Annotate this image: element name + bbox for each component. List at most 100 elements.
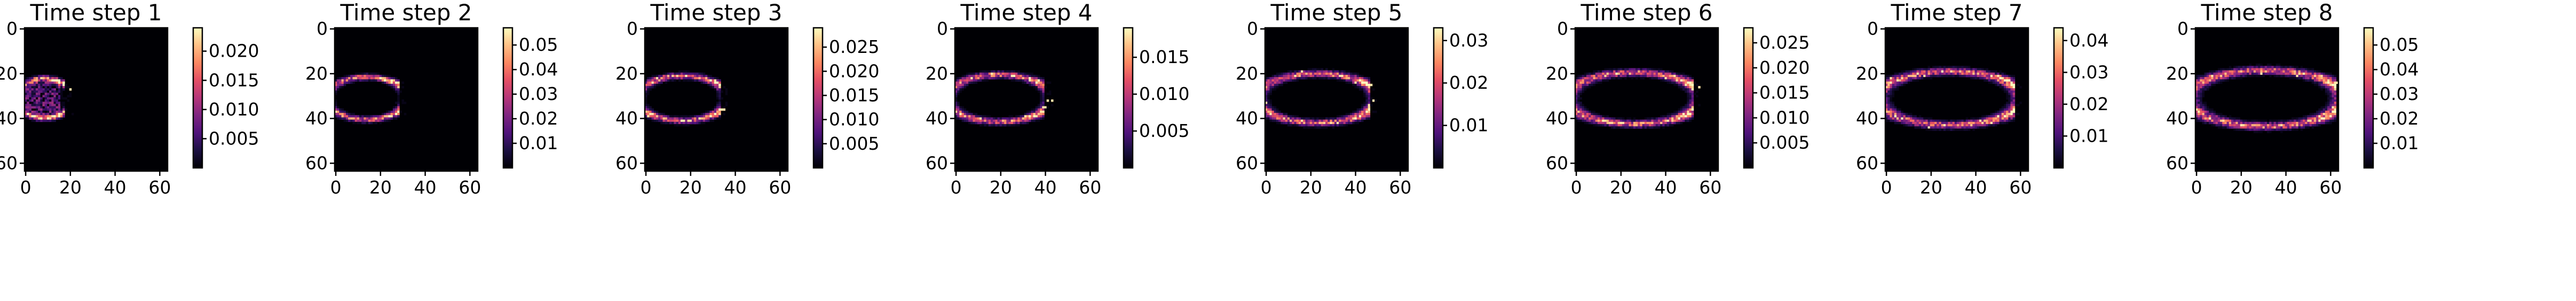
heatmap-cell xyxy=(2222,124,2225,127)
heatmap-cell xyxy=(357,117,360,120)
heatmap-cell xyxy=(392,106,396,109)
heatmap-cell xyxy=(2229,117,2232,120)
heatmap-cell xyxy=(1035,110,1038,113)
heatmap-cell xyxy=(56,108,59,111)
heatmap-cell xyxy=(1004,72,1007,75)
heatmap-cell xyxy=(44,88,48,91)
heatmap-cell xyxy=(2215,117,2218,120)
heatmap-cell xyxy=(991,72,993,75)
heatmap-cell xyxy=(2322,106,2326,109)
heatmap-cell xyxy=(1918,126,1922,129)
heatmap-cell xyxy=(2231,121,2234,125)
heatmap-cell xyxy=(1584,79,1587,82)
heatmap-cell xyxy=(1988,72,1991,75)
heatmap-cell xyxy=(1967,66,1971,68)
heatmap-cell xyxy=(51,99,54,102)
heatmap-cell xyxy=(1037,77,1040,80)
heatmap-cell xyxy=(1008,121,1011,125)
heatmap-cell xyxy=(1577,86,1580,89)
heatmap-cell xyxy=(1638,74,1640,78)
heatmap-cell xyxy=(384,117,386,120)
heatmap-cell xyxy=(1941,74,1944,78)
x-tick-label: 20 xyxy=(1610,177,1632,198)
heatmap-cell xyxy=(1979,124,1982,127)
heatmap-cell xyxy=(44,86,48,89)
heatmap-cell xyxy=(1622,117,1625,120)
heatmap-cell xyxy=(58,117,61,120)
heatmap-cell xyxy=(2262,70,2265,73)
heatmap-cell xyxy=(1986,70,1988,73)
heatmap-cell xyxy=(31,74,34,78)
heatmap-cell xyxy=(1655,121,1658,125)
heatmap-cell xyxy=(2222,115,2225,118)
heatmap-cell xyxy=(2247,68,2249,71)
heatmap-cell xyxy=(995,74,998,78)
heatmap-cell xyxy=(1963,72,1966,75)
heatmap-cell xyxy=(361,72,364,75)
heatmap-cell xyxy=(1597,81,1600,84)
heatmap-cell xyxy=(1040,115,1042,118)
heatmap-cell xyxy=(2010,83,2013,87)
heatmap-cell xyxy=(716,97,719,100)
heatmap-cell xyxy=(1303,74,1306,78)
heatmap-cell xyxy=(2204,121,2207,125)
heatmap-cell xyxy=(350,115,353,118)
heatmap-cell xyxy=(2325,90,2328,93)
heatmap-cell xyxy=(660,81,663,84)
heatmap-cell xyxy=(1593,113,1595,115)
heatmap-cell xyxy=(1265,113,1268,115)
heatmap-cell xyxy=(2209,119,2211,122)
heatmap-cell xyxy=(1602,117,1605,120)
heatmap-cell xyxy=(2318,72,2321,75)
heatmap-cell xyxy=(1916,117,1919,120)
heatmap-cell xyxy=(1934,66,1937,68)
heatmap-cell xyxy=(2233,124,2236,127)
heatmap-cell xyxy=(29,110,31,113)
heatmap-cell xyxy=(1589,77,1591,80)
heatmap-cell xyxy=(361,79,364,82)
heatmap-cell xyxy=(999,70,1002,73)
heatmap-cell xyxy=(1575,113,1578,115)
heatmap-cell xyxy=(683,70,685,73)
heatmap-cell xyxy=(2238,70,2241,73)
heatmap-cell xyxy=(1337,117,1339,120)
heatmap-cell xyxy=(2329,119,2332,122)
heatmap-cell xyxy=(997,124,1000,127)
heatmap-cell xyxy=(2238,68,2241,71)
heatmap-cell xyxy=(1894,74,1897,78)
heatmap-cell xyxy=(354,115,358,118)
heatmap-cell xyxy=(1040,108,1042,111)
heatmap-cell xyxy=(1283,115,1285,118)
heatmap-cell xyxy=(1981,70,1984,73)
heatmap-cell xyxy=(651,110,654,113)
heatmap-cell xyxy=(1044,108,1047,111)
heatmap-cell xyxy=(1010,77,1014,80)
heatmap-cell xyxy=(1990,113,1993,115)
heatmap-cell xyxy=(51,79,54,82)
heatmap-cell xyxy=(1278,74,1281,78)
heatmap-cell xyxy=(1954,68,1957,71)
heatmap-cell xyxy=(337,117,339,120)
heatmap-cell xyxy=(1619,124,1623,127)
heatmap-cell xyxy=(1657,70,1661,73)
heatmap-cell xyxy=(25,117,27,120)
heatmap-cell xyxy=(1613,121,1616,125)
heatmap-cell xyxy=(384,81,386,84)
heatmap-cell xyxy=(1937,72,1939,75)
heatmap-cell xyxy=(658,83,661,87)
heatmap-cell xyxy=(2226,117,2230,120)
colorbar-tick-label: 0.04 xyxy=(2380,59,2419,80)
heatmap-cell xyxy=(1595,77,1598,80)
heatmap-cell xyxy=(660,121,663,125)
heatmap-cell xyxy=(2245,124,2247,127)
heatmap-cell xyxy=(1689,110,1692,113)
heatmap-cell xyxy=(46,83,50,87)
heatmap-cell xyxy=(2334,115,2337,118)
y-tick-label: 0 xyxy=(317,18,328,39)
heatmap-cell xyxy=(1997,110,2000,113)
heatmap-cell xyxy=(2309,79,2312,82)
heatmap-cell xyxy=(25,88,27,91)
heatmap-cell xyxy=(1946,126,1948,129)
heatmap-cell xyxy=(1921,70,1924,73)
heatmap-cell xyxy=(2010,117,2013,120)
